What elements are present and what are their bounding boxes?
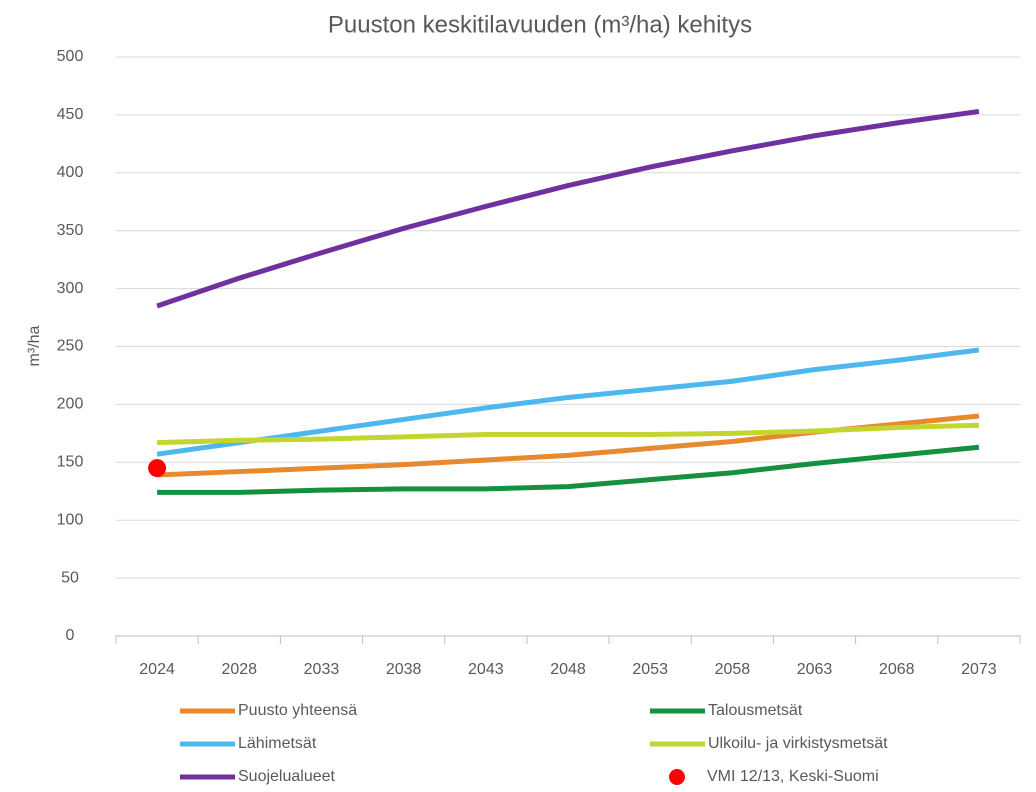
legend-label: Suojelualueet	[238, 768, 336, 785]
y-tick-label: 400	[57, 164, 84, 181]
y-tick-label: 250	[57, 338, 84, 355]
y-tick-label: 450	[57, 106, 84, 123]
x-tick-label: 2028	[221, 661, 257, 678]
chart-title: Puuston keskitilavuuden (m³/ha) kehitys	[328, 11, 752, 38]
line	[156, 347, 980, 457]
legend-label: Ulkoilu- ja virkistysmetsät	[708, 735, 888, 752]
line	[156, 108, 980, 309]
y-tick-label: 500	[57, 48, 84, 65]
x-tick-label: 2033	[304, 661, 340, 678]
y-tick-label: 100	[57, 511, 84, 528]
x-tick-label: 2038	[386, 661, 422, 678]
line	[157, 444, 980, 495]
x-tick-label: 2068	[879, 661, 915, 678]
x-tick-label: 2024	[139, 661, 175, 678]
y-tick-label: 350	[57, 222, 84, 239]
y-tick-label: 0	[66, 627, 75, 644]
x-tick-label: 2043	[468, 661, 504, 678]
x-tick-label: 2053	[632, 661, 668, 678]
line	[157, 422, 979, 446]
y-tick-label: 150	[57, 454, 84, 471]
x-tick-label: 2048	[550, 661, 586, 678]
y-tick-label: 50	[61, 569, 79, 586]
x-tick-label: 2058	[715, 661, 751, 678]
legend-label: Puusto yhteensä	[238, 702, 357, 719]
x-tick-label: 2073	[961, 661, 997, 678]
legend-label: Talousmetsät	[708, 702, 803, 719]
legend-label: VMI 12/13, Keski-Suomi	[707, 768, 879, 785]
x-tick-label: 2063	[797, 661, 833, 678]
y-tick-label: 300	[57, 280, 84, 297]
legend-label: Lähimetsät	[238, 735, 317, 752]
y-axis-label: m³/ha	[26, 325, 43, 366]
marker	[148, 459, 167, 478]
line	[156, 413, 980, 478]
legend-marker	[669, 769, 685, 785]
y-tick-label: 200	[57, 396, 84, 413]
